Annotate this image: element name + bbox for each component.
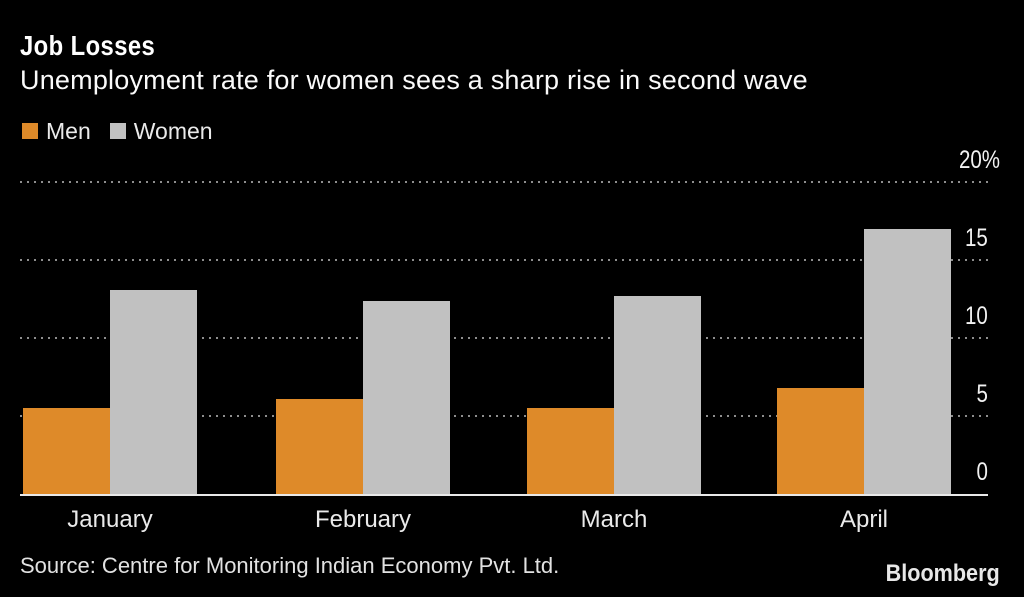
legend-item-women: Women bbox=[109, 118, 213, 144]
x-axis-label-march: March bbox=[580, 506, 648, 533]
bar-women-april bbox=[864, 228, 951, 494]
bar-women-march bbox=[614, 295, 701, 494]
legend-label-women: Women bbox=[133, 118, 213, 144]
y-tick-label-15: 15 bbox=[965, 224, 988, 252]
legend: Men Women bbox=[22, 118, 213, 144]
bloomberg-logo: Bloomberg bbox=[885, 560, 1000, 587]
bar-men-january bbox=[23, 408, 110, 494]
x-axis-label-april: April bbox=[839, 506, 889, 533]
chart-title: Job Losses bbox=[20, 30, 156, 61]
bar-men-april bbox=[777, 387, 864, 494]
legend-swatch-men-icon bbox=[22, 123, 38, 139]
x-axis-label-february: February bbox=[314, 506, 412, 533]
gridline-15 bbox=[20, 259, 988, 261]
gridline-20 bbox=[20, 181, 988, 183]
y-tick-label-10: 10 bbox=[965, 302, 988, 330]
gridline-5 bbox=[20, 415, 988, 417]
y-tick-label-5: 5 bbox=[976, 380, 988, 408]
chart-subtitle: Unemployment rate for women sees a sharp… bbox=[20, 65, 808, 95]
y-tick-label-20: 20% bbox=[958, 146, 1000, 174]
bar-women-january bbox=[110, 289, 197, 494]
x-axis-label-january: January bbox=[67, 506, 153, 533]
legend-swatch-women-icon bbox=[109, 123, 126, 139]
source-text: Source: Centre for Monitoring Indian Eco… bbox=[20, 553, 560, 578]
legend-label-men: Men bbox=[46, 118, 91, 144]
bar-women-february bbox=[363, 300, 450, 494]
gridline-10 bbox=[20, 337, 988, 339]
x-axis-baseline bbox=[20, 494, 988, 496]
bar-men-february bbox=[276, 398, 363, 494]
bar-men-march bbox=[527, 408, 614, 494]
legend-item-men: Men bbox=[22, 118, 91, 144]
y-tick-label-0: 0 bbox=[976, 458, 988, 486]
